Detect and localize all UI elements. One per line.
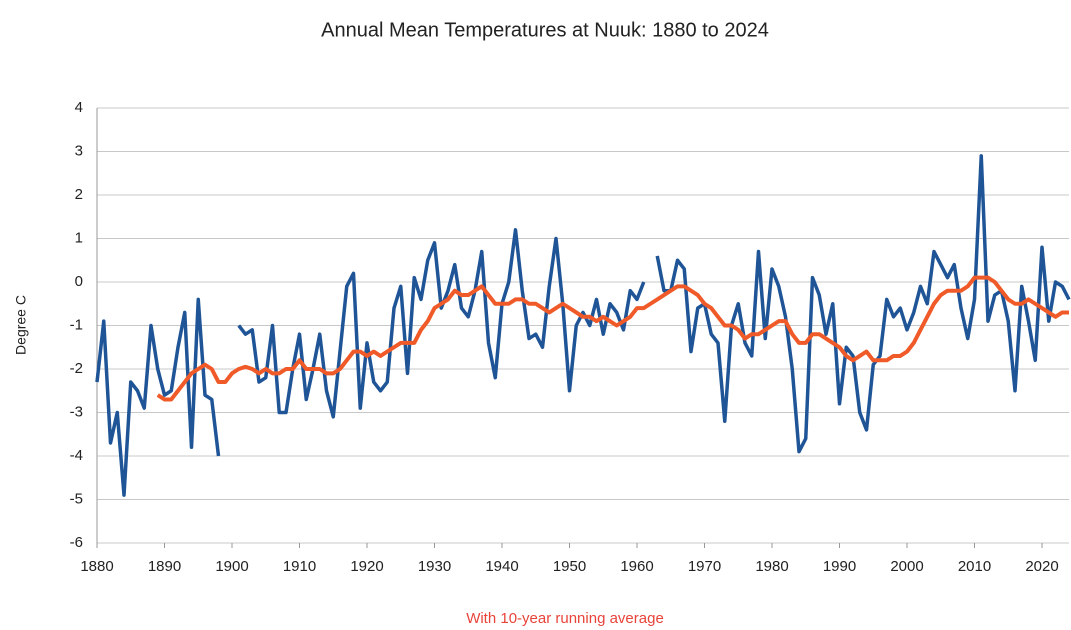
x-tick-label: 1930: [418, 558, 451, 575]
y-tick-label: -5: [70, 490, 83, 507]
y-tick-label: -6: [70, 534, 83, 551]
caption: With 10-year running average: [466, 610, 664, 627]
x-tick-label: 1880: [80, 558, 113, 575]
x-tick-label: 1990: [823, 558, 856, 575]
x-tick-label: 1900: [215, 558, 248, 575]
x-tick-label: 1950: [553, 558, 586, 575]
x-tick-label: 1940: [485, 558, 518, 575]
y-tick-label: 4: [75, 99, 83, 116]
x-tick-label: 2000: [890, 558, 923, 575]
y-tick-label: -1: [70, 316, 83, 333]
x-tick-label: 1920: [350, 558, 383, 575]
x-tick-label: 1910: [283, 558, 316, 575]
y-tick-label: 0: [75, 273, 83, 290]
y-tick-label: 2: [75, 186, 83, 203]
y-tick-label: -3: [70, 403, 83, 420]
y-tick-label: 3: [75, 142, 83, 159]
chart-title: Annual Mean Temperatures at Nuuk: 1880 t…: [321, 19, 769, 41]
x-tick-label: 2010: [958, 558, 991, 575]
x-tick-label: 1970: [688, 558, 721, 575]
x-tick-label: 2020: [1025, 558, 1058, 575]
x-tick-label: 1980: [755, 558, 788, 575]
y-axis-label: Degree C: [13, 295, 29, 355]
x-tick-label: 1960: [620, 558, 653, 575]
x-tick-label: 1890: [148, 558, 181, 575]
y-tick-label: -2: [70, 360, 83, 377]
y-tick-label: -4: [70, 447, 83, 464]
series-line: [156, 275, 1069, 402]
y-tick-label: 1: [75, 229, 83, 246]
